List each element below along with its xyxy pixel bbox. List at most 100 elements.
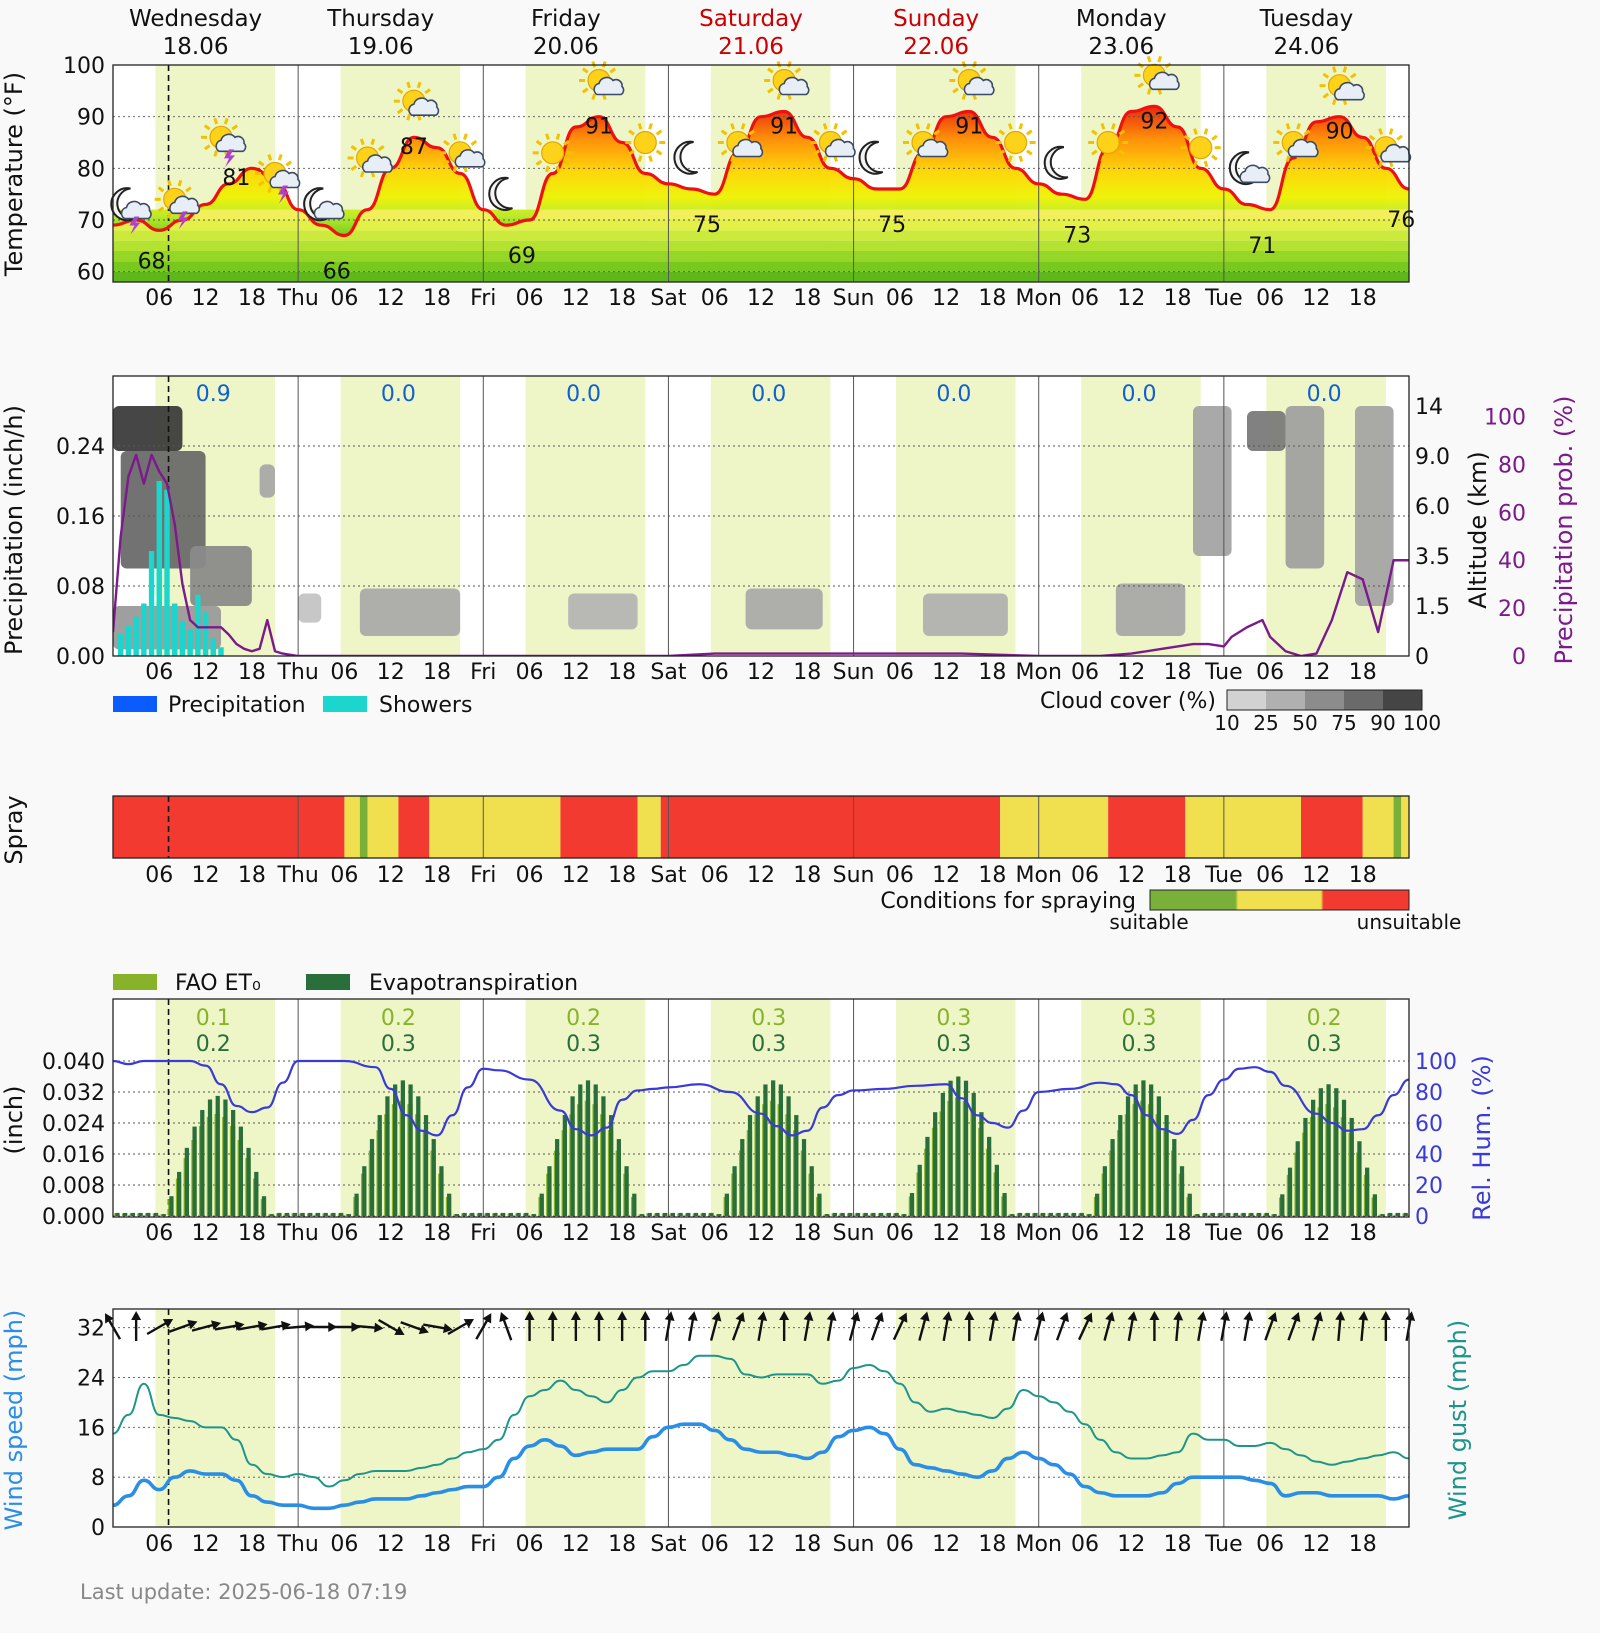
evapotranspiration-bar (1087, 1214, 1092, 1216)
humidity-curve (113, 1059, 1409, 1137)
temperature-value-label: 91 (955, 115, 983, 140)
sun-ray (555, 165, 561, 173)
arrow-shaft (475, 1317, 490, 1340)
probability-tick-label: 80 (1498, 453, 1526, 478)
wind-arrow (191, 1320, 222, 1332)
sun-ray (591, 61, 597, 68)
evapotranspiration-bar (146, 1212, 151, 1216)
sun-ray (915, 155, 921, 162)
evapotranspiration-bar (1318, 1088, 1323, 1216)
lightning-shape (278, 185, 289, 204)
hour-tick-label: 12 (1302, 863, 1330, 888)
hour-tick-label: 18 (793, 286, 821, 311)
day-date: 23.06 (1088, 34, 1154, 60)
evapotranspiration-bar (778, 1084, 783, 1216)
shower-bar (148, 551, 155, 656)
hour-tick-label: 18 (1164, 1532, 1192, 1557)
arrow-shaft (757, 1316, 764, 1341)
hour-tick-label: 06 (145, 1221, 173, 1246)
evapotranspiration-bar (524, 1212, 529, 1216)
daily-total-label: 0.0 (1307, 382, 1342, 407)
daylight-band (896, 1309, 1016, 1527)
hour-tick-label: 12 (1117, 863, 1145, 888)
cloud-block (745, 588, 823, 630)
sun-ray (1018, 123, 1024, 130)
evapotranspiration-bar (1349, 1117, 1354, 1216)
day-name: Wednesday (129, 6, 262, 32)
spray-segment-medium (1362, 796, 1394, 858)
arrow-shaft (687, 1316, 695, 1341)
y-tick-label: 90 (77, 106, 105, 131)
sun-ray (961, 61, 967, 68)
evapotranspiration-bar (1403, 1212, 1408, 1216)
humidity-tick-label: 20 (1415, 1174, 1443, 1199)
sun-ray (359, 138, 365, 146)
evapotranspiration-bar (1210, 1212, 1215, 1216)
hour-tick-label: 12 (1117, 286, 1145, 311)
arrow-shaft (377, 1318, 400, 1334)
sun-ray (952, 87, 959, 94)
hour-tick-label: Fri (470, 660, 496, 685)
sun-ray (257, 160, 265, 167)
temperature-band (113, 209, 1409, 220)
probability-ticks: 0 20 40 60 80 100 (1484, 406, 1526, 670)
arrow-head (281, 1320, 291, 1331)
temperature-value-label: 90 (1326, 120, 1354, 145)
sun-disc (541, 141, 565, 165)
wind-arrow (475, 1313, 492, 1340)
hour-tick-label: Mon (1016, 1221, 1062, 1246)
hour-tick-label: Sun (833, 1221, 875, 1246)
wind-arrow (1127, 1311, 1138, 1341)
hour-tick-label: 06 (1256, 286, 1284, 311)
hour-tick-label: 06 (330, 1532, 358, 1557)
sun-disc (1096, 130, 1120, 155)
evapotranspiration-bar (663, 1212, 668, 1216)
wind-arrow (988, 1311, 999, 1341)
shower-bar (187, 629, 193, 656)
arrow-shaft (284, 1324, 309, 1330)
evapotranspiration-bar (917, 1164, 922, 1216)
hour-tick-label: 18 (978, 660, 1006, 685)
hour-tick-label: 12 (192, 1532, 220, 1557)
evapotranspiration-bar (516, 1212, 521, 1216)
fao-total-label: 0.2 (381, 1006, 416, 1031)
hour-tick-label: 12 (192, 863, 220, 888)
temperature-value-label: 66 (323, 260, 351, 285)
wind-arrow (447, 1319, 474, 1336)
sun-ray (1276, 129, 1283, 136)
wind-arrow (400, 1321, 429, 1335)
evapotranspiration-bar (709, 1212, 714, 1216)
hour-tick-label: 06 (516, 1221, 544, 1246)
evapotranspiration-bar (732, 1166, 737, 1216)
hour-tick-label: Thu (276, 1532, 318, 1557)
arrow-head (105, 1313, 114, 1324)
wind-gust-axis-label: Wind gust (mph) (1444, 1320, 1472, 1520)
evapotranspiration-bar (817, 1193, 822, 1216)
y-tick-label: 24 (77, 1367, 105, 1392)
precipitation-panel: 0.9 0.0 0.0 0.0 0.0 0.0 0.0 0.00 0.08 0.16 0.24 0… (0, 375, 1578, 735)
evapotranspiration-bar (639, 1214, 645, 1216)
y-tick-label: 0.024 (42, 1112, 105, 1137)
arrow-shaft (709, 1317, 719, 1341)
evapo-legend-swatch (306, 974, 350, 990)
evapotranspiration-bar (369, 1139, 375, 1216)
humidity-axis-label: Rel. Hum. (%) (1468, 1055, 1496, 1221)
shower-bar (156, 481, 162, 656)
evapotranspiration-bar (308, 1212, 313, 1216)
arrow-head (211, 1320, 222, 1331)
evapotranspiration-total-label: 0.3 (751, 1032, 786, 1057)
temperature-frame (112, 64, 1410, 283)
evapotranspiration-bar (231, 1110, 236, 1216)
cloud-block (298, 593, 322, 623)
hour-tick-label: 12 (932, 660, 960, 685)
hour-tick-label: 12 (1117, 1221, 1145, 1246)
daily-total-label: 0.0 (381, 382, 416, 407)
wind-arrow (803, 1311, 814, 1341)
cloud-legend-title: Cloud cover (%) (1040, 689, 1216, 714)
arrow-shaft (1033, 1317, 1043, 1341)
arrow-shaft (1311, 1317, 1321, 1341)
arrow-head (1011, 1311, 1022, 1321)
evapotranspiration-bar (331, 1212, 336, 1216)
arrow-head (988, 1311, 999, 1321)
sun-ray (1322, 72, 1330, 79)
